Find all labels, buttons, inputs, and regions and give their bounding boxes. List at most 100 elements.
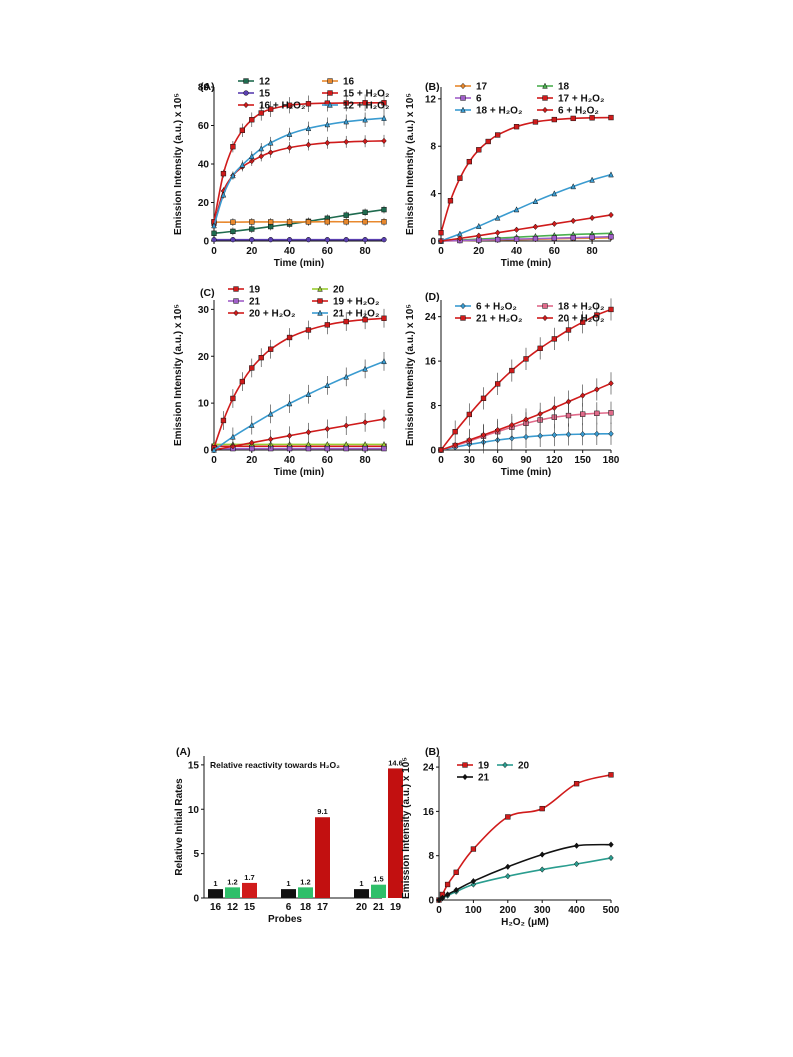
data-point: [439, 894, 446, 901]
y-tick-label: 24: [423, 763, 435, 774]
data-point: [444, 881, 451, 888]
data-point: [258, 355, 264, 361]
legend-label: 16: [343, 77, 355, 88]
data-point: [537, 432, 543, 440]
y-tick-label: 20: [198, 198, 210, 209]
data-point: [539, 851, 545, 858]
data-point: [523, 416, 529, 423]
y-tick-label: 5: [193, 849, 199, 860]
legend-marker: [542, 303, 548, 309]
legend-entry: 17: [455, 82, 488, 93]
x-tick-label: 120: [546, 455, 563, 466]
data-point: [505, 873, 511, 880]
data-point: [452, 441, 458, 449]
series-3: [438, 372, 614, 454]
data-point: [286, 144, 293, 151]
legend-entry: 19: [457, 761, 490, 772]
legend-marker: [462, 762, 468, 768]
data-point: [305, 390, 312, 397]
panel-label: (D): [425, 291, 440, 303]
y-axis-label: Emission Intensity (a.u.) x 10⁵: [405, 304, 416, 446]
data-point: [513, 226, 520, 233]
legend-label: 12 + H₂O₂: [343, 101, 389, 112]
chart-fig2a: (A) Relative reactivity towards H₂O₂ 0 5 10 1…: [174, 746, 403, 925]
legend-entry: 18: [537, 82, 570, 93]
x-tick-label: 20: [473, 246, 485, 257]
x-tick-label: 200: [499, 905, 516, 916]
data-point: [589, 115, 595, 121]
data-point: [362, 237, 368, 243]
data-point: [230, 219, 236, 225]
data-point: [565, 327, 572, 333]
x-tick-label: 40: [284, 455, 296, 466]
data-point: [608, 410, 614, 416]
series-2: [438, 298, 614, 453]
x-tick-label: 90: [520, 455, 532, 466]
bar-value-label: 1.5: [373, 875, 383, 884]
data-point: [589, 234, 595, 240]
x-tick-label: 0: [211, 246, 217, 257]
data-point: [239, 127, 245, 133]
data-point: [248, 421, 255, 428]
y-tick-label: 16: [423, 807, 435, 818]
x-tick-label: 17: [317, 902, 329, 913]
data-point: [286, 432, 293, 439]
data-point: [539, 805, 545, 812]
data-point: [608, 234, 614, 240]
series-line: [440, 214, 612, 242]
data-point: [457, 235, 463, 242]
legend-label: 6 + H₂O₂: [476, 302, 517, 313]
data-point: [305, 124, 312, 132]
data-point: [608, 306, 614, 313]
data-point: [220, 170, 227, 177]
data-point: [343, 422, 349, 429]
series-line: [440, 173, 612, 242]
legend-label: 6 + H₂O₂: [558, 106, 599, 117]
data-point: [532, 223, 539, 230]
legend-entry: 19: [228, 285, 261, 296]
data-point: [324, 237, 330, 243]
legend-label: 12: [259, 77, 271, 88]
y-axis-label: Emission Intensity (a.u.) x 10⁵: [173, 304, 184, 446]
data-point: [589, 176, 595, 183]
bar-value-label: 1: [359, 879, 363, 888]
legend-label: 19: [478, 761, 490, 772]
data-point: [513, 124, 520, 130]
annotation: Relative reactivity towards H₂O₂: [210, 760, 340, 770]
data-point: [532, 119, 539, 125]
legend-marker: [243, 90, 249, 96]
data-point: [268, 237, 274, 243]
x-tick-label: 60: [549, 246, 561, 257]
legend-label: 21: [478, 773, 490, 784]
data-point: [608, 380, 614, 387]
legend-entry: 6 + H₂O₂: [455, 302, 517, 313]
bar: [242, 882, 257, 898]
legend-entry: 12: [238, 77, 271, 88]
legend-entry: 6: [455, 94, 482, 105]
data-point: [579, 430, 586, 438]
series-3: [211, 308, 387, 451]
data-point: [286, 237, 293, 243]
data-point: [362, 445, 368, 452]
legend-marker: [502, 761, 508, 769]
legend-entry: 16 + H₂O₂: [238, 101, 305, 112]
data-point: [220, 191, 227, 198]
legend-label: 21 + H₂O₂: [476, 314, 522, 325]
x-tick-label: 21: [373, 902, 385, 913]
data-point: [362, 219, 368, 225]
x-tick-label: 0: [436, 905, 442, 916]
bar-value-label: 1.2: [227, 877, 237, 886]
data-point: [594, 410, 600, 416]
legend-entry: 19 + H₂O₂: [312, 297, 379, 308]
series-4: [211, 409, 387, 454]
data-point: [470, 846, 477, 852]
data-point: [570, 115, 576, 122]
chart-fig2b: (B) 0 8 16 24 0 100 200 300 400 500 H₂O₂ (μM) Emissi…: [401, 746, 620, 928]
data-point: [453, 886, 459, 894]
data-point: [551, 235, 557, 241]
legend-marker: [327, 101, 333, 108]
data-point: [324, 219, 330, 225]
series-1: [211, 217, 387, 226]
data-point: [589, 214, 595, 222]
x-tick-label: 80: [587, 246, 599, 257]
